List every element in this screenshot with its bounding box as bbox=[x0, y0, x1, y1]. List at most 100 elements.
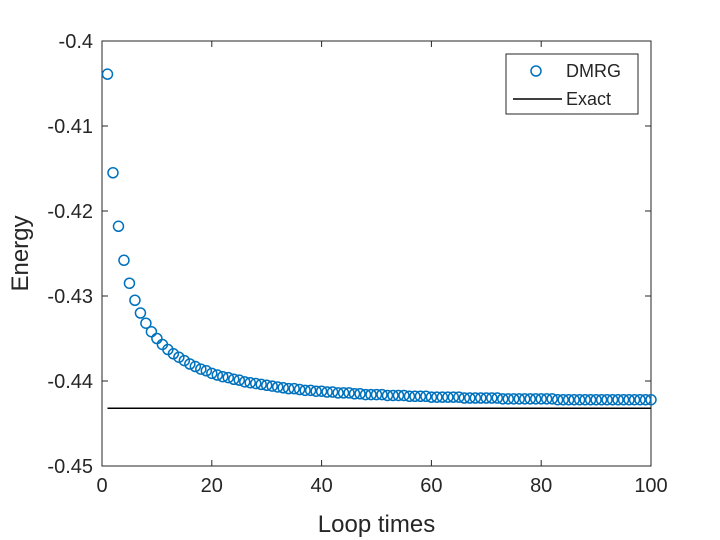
dmrg-point bbox=[107, 167, 119, 179]
dmrg-point bbox=[118, 254, 130, 267]
dmrg-point bbox=[409, 390, 421, 403]
dmrg-point bbox=[486, 392, 498, 404]
dmrg-point bbox=[497, 393, 509, 405]
dmrg-point bbox=[447, 391, 460, 403]
dmrg-point bbox=[623, 393, 635, 406]
dmrg-point bbox=[425, 391, 438, 403]
dmrg-point bbox=[480, 392, 493, 404]
dmrg-point bbox=[332, 387, 344, 399]
dmrg-point bbox=[206, 367, 218, 380]
dmrg-point bbox=[282, 382, 295, 395]
dmrg-point bbox=[271, 381, 284, 393]
dmrg-point bbox=[123, 277, 136, 289]
dmrg-point bbox=[436, 391, 449, 403]
dmrg-point bbox=[249, 377, 262, 390]
dmrg-point bbox=[217, 371, 229, 383]
dmrg-point bbox=[513, 393, 525, 405]
dmrg-point bbox=[584, 393, 597, 406]
dmrg-point bbox=[255, 378, 267, 391]
dmrg-point bbox=[595, 393, 608, 406]
dmrg-point bbox=[189, 360, 202, 373]
dmrg-point bbox=[134, 307, 147, 319]
y-tick-label: -0.45 bbox=[47, 456, 93, 478]
dmrg-point bbox=[233, 374, 245, 386]
dmrg-point bbox=[244, 376, 256, 389]
dmrg-point bbox=[299, 384, 311, 397]
x-tick-label: 60 bbox=[420, 475, 442, 497]
dmrg-point bbox=[376, 388, 388, 401]
y-tick-label: -0.41 bbox=[47, 116, 93, 138]
dmrg-point bbox=[337, 387, 350, 399]
dmrg-point bbox=[321, 386, 333, 398]
x-axis-label: Loop times bbox=[318, 511, 435, 538]
dmrg-point bbox=[464, 392, 476, 404]
dmrg-point bbox=[540, 393, 553, 405]
dmrg-point bbox=[101, 68, 114, 80]
dmrg-point bbox=[431, 391, 443, 403]
dmrg-point bbox=[551, 393, 564, 406]
dmrg-point bbox=[398, 389, 410, 402]
dmrg-point bbox=[277, 382, 289, 394]
dmrg-point bbox=[568, 393, 580, 406]
dmrg-point bbox=[222, 371, 235, 384]
dmrg-point bbox=[557, 393, 569, 406]
dmrg-point bbox=[195, 363, 207, 375]
dmrg-series bbox=[101, 68, 657, 406]
dmrg-point bbox=[304, 384, 317, 397]
dmrg-point bbox=[310, 385, 322, 397]
dmrg-point bbox=[365, 388, 377, 401]
dmrg-point bbox=[414, 390, 427, 403]
legend-dmrg-marker bbox=[530, 65, 542, 77]
x-tick-label: 80 bbox=[530, 475, 552, 497]
legend-box bbox=[505, 53, 639, 115]
legend-dmrg-label: DMRG bbox=[566, 61, 621, 81]
dmrg-point bbox=[535, 393, 547, 405]
dmrg-point bbox=[403, 390, 416, 403]
legend: DMRG Exact bbox=[505, 53, 639, 115]
dmrg-point bbox=[112, 220, 125, 233]
y-tick-label: -0.4 bbox=[59, 31, 93, 53]
dmrg-point bbox=[601, 393, 613, 406]
dmrg-point bbox=[508, 393, 520, 405]
dmrg-point bbox=[634, 393, 646, 406]
y-tick-label: -0.42 bbox=[47, 201, 93, 223]
dmrg-point bbox=[529, 393, 542, 405]
dmrg-point bbox=[315, 385, 328, 397]
dmrg-point bbox=[562, 393, 575, 406]
dmrg-point bbox=[288, 382, 300, 395]
y-tick-label: -0.44 bbox=[47, 371, 93, 393]
y-axis-label: Energy bbox=[7, 215, 34, 291]
dmrg-point bbox=[200, 365, 213, 377]
dmrg-point bbox=[392, 389, 405, 402]
dmrg-point bbox=[266, 380, 278, 392]
dmrg-point bbox=[293, 383, 306, 396]
axis-ticks bbox=[101, 40, 652, 467]
dmrg-point bbox=[387, 389, 399, 402]
dmrg-point bbox=[518, 393, 531, 405]
dmrg-point bbox=[645, 393, 657, 406]
dmrg-point bbox=[228, 373, 240, 386]
dmrg-point bbox=[348, 388, 361, 400]
dmrg-point bbox=[617, 393, 630, 406]
dmrg-point bbox=[343, 387, 355, 399]
dmrg-point bbox=[140, 317, 152, 329]
y-tick-label: -0.43 bbox=[47, 286, 93, 308]
dmrg-point bbox=[184, 358, 196, 370]
dmrg-point bbox=[524, 393, 536, 405]
dmrg-point bbox=[491, 392, 504, 404]
y-tick-labels: -0.4 -0.41 -0.42 -0.43 -0.44 -0.45 bbox=[47, 31, 93, 478]
x-tick-label: 20 bbox=[201, 475, 223, 497]
dmrg-point bbox=[145, 325, 158, 338]
dmrg-point bbox=[579, 393, 591, 406]
dmrg-point bbox=[458, 392, 471, 404]
x-tick-labels: 0 20 40 60 80 100 bbox=[96, 475, 667, 497]
dmrg-point bbox=[573, 393, 586, 406]
dmrg-point bbox=[469, 392, 482, 404]
dmrg-point bbox=[260, 379, 273, 391]
dmrg-point bbox=[606, 393, 619, 406]
dmrg-point bbox=[475, 392, 487, 404]
legend-exact-label: Exact bbox=[566, 89, 611, 109]
dmrg-point bbox=[546, 393, 558, 405]
dmrg-point bbox=[370, 388, 383, 401]
